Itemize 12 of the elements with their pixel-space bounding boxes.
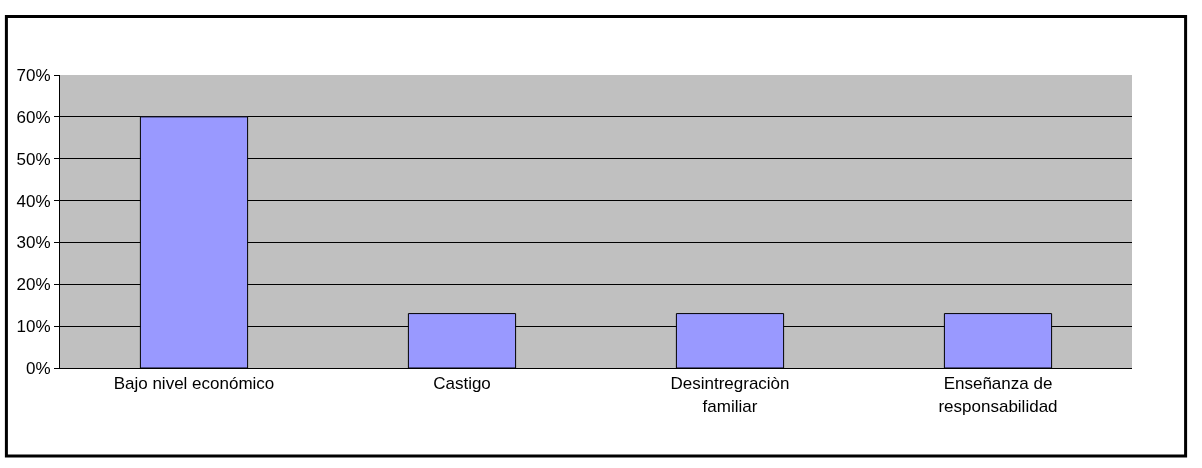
y-tick-label: 20% [16, 275, 51, 295]
x-tick-label: Castigo [433, 374, 491, 394]
x-tick-label: Desintregraciòn familiar [670, 374, 790, 416]
y-tick-label: 70% [16, 65, 51, 85]
x-tick-label: Enseñanza de responsabilidad [938, 374, 1058, 416]
x-tick-label: Bajo nivel económico [113, 374, 275, 394]
y-tick-label: 10% [16, 317, 51, 337]
y-tick-label: 30% [16, 233, 51, 253]
y-tick-label: 50% [16, 149, 51, 169]
y-tick-label: 0% [26, 358, 51, 378]
y-tick-label: 60% [16, 107, 51, 127]
y-tick-label: 40% [16, 191, 51, 211]
